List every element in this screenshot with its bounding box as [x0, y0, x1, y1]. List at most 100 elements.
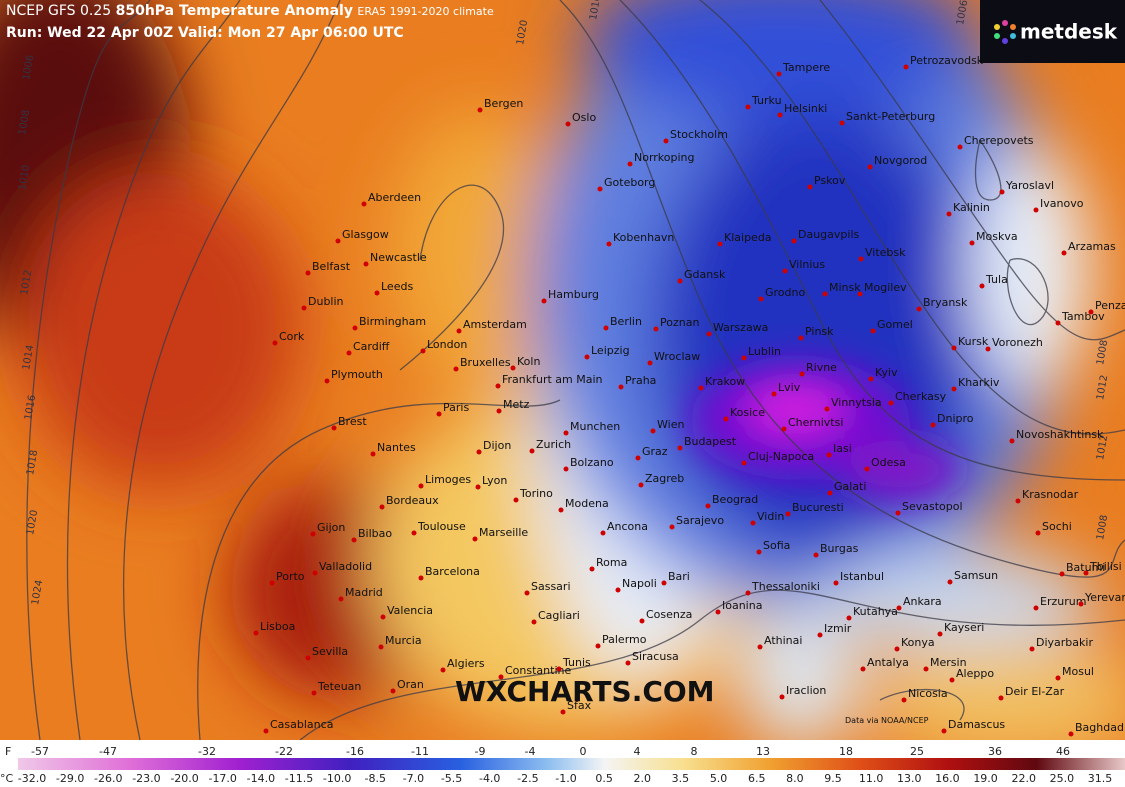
city-marker [418, 575, 424, 581]
city-marker [436, 411, 442, 417]
isobar-label: 1008 [17, 109, 32, 136]
city-marker [556, 666, 562, 672]
city-marker [894, 646, 900, 652]
city-label: Poznan [660, 316, 699, 329]
city-marker [839, 120, 845, 126]
city-label: Sarajevo [676, 514, 724, 527]
city-marker [827, 490, 833, 496]
fahrenheit-label: -4 [525, 745, 536, 758]
city-marker [618, 384, 624, 390]
celsius-label: 9.5 [824, 772, 842, 785]
map-field [0, 0, 1125, 740]
city-label: Bucuresti [792, 501, 844, 514]
city-label: Ancona [607, 520, 648, 533]
city-label: Diyarbakir [1036, 636, 1093, 649]
city-marker [781, 426, 787, 432]
city-label: Nantes [377, 441, 416, 454]
city-label: Mosul [1062, 665, 1094, 678]
city-label: Gomel [877, 318, 913, 331]
city-marker [541, 298, 547, 304]
logo-icon [994, 20, 1016, 44]
city-label: Kyiv [875, 366, 898, 379]
city-label: Birmingham [359, 315, 426, 328]
city-marker [370, 451, 376, 457]
city-marker [263, 728, 269, 734]
city-marker [305, 655, 311, 661]
city-marker [1078, 601, 1084, 607]
city-label: Vilnius [789, 258, 825, 271]
city-label: Burgas [820, 542, 859, 555]
city-marker [750, 520, 756, 526]
city-label: Grodno [765, 286, 805, 299]
city-marker [625, 660, 631, 666]
isobar-label: 1008 [1095, 514, 1110, 541]
city-label: Kutahya [853, 605, 898, 618]
city-label: Galati [834, 480, 866, 493]
city-marker [868, 376, 874, 382]
city-marker [998, 695, 1004, 701]
fahrenheit-label: 46 [1056, 745, 1070, 758]
city-label: Madrid [345, 586, 383, 599]
city-label: Chernivtsi [788, 416, 843, 429]
city-marker [822, 291, 828, 297]
isobar-label: 1018 [25, 449, 40, 476]
city-marker [817, 632, 823, 638]
city-label: Lublin [748, 345, 781, 358]
city-marker [951, 386, 957, 392]
city-marker [949, 677, 955, 683]
city-marker [705, 503, 711, 509]
celsius-label: 8.0 [786, 772, 804, 785]
header-title: NCEP GFS 0.25 850hPa Temperature Anomaly… [6, 3, 494, 19]
city-label: Thessaloniki [751, 580, 820, 593]
city-label: Mersin [930, 656, 967, 669]
city-marker [606, 241, 612, 247]
city-label: Valencia [387, 604, 433, 617]
city-marker [758, 296, 764, 302]
city-marker [756, 549, 762, 555]
city-marker [741, 355, 747, 361]
city-label: Rivne [806, 361, 837, 374]
city-marker [860, 666, 866, 672]
city-label: Sevilla [312, 645, 348, 658]
fahrenheit-label: -16 [346, 745, 364, 758]
city-marker [603, 325, 609, 331]
city-marker [597, 186, 603, 192]
celsius-label: 2.0 [634, 772, 652, 785]
city-marker [584, 354, 590, 360]
city-label: Munchen [570, 420, 620, 433]
city-label: Yerevan [1084, 591, 1125, 604]
city-label: Bordeaux [386, 494, 439, 507]
city-marker [420, 348, 426, 354]
city-label: Tbilisi [1089, 560, 1122, 573]
city-label: Oran [397, 678, 424, 691]
city-marker [867, 164, 873, 170]
city-marker [785, 511, 791, 517]
city-label: Gdansk [684, 268, 726, 281]
city-marker [272, 340, 278, 346]
city-marker [301, 305, 307, 311]
city-marker [864, 466, 870, 472]
city-label: Klaipeda [724, 231, 772, 244]
fahrenheit-label: 0 [580, 745, 587, 758]
isobar-label: 1010 [588, 0, 603, 21]
city-label: Cardiff [353, 340, 390, 353]
celsius-label: 5.0 [710, 772, 728, 785]
city-marker [363, 261, 369, 267]
city-label: Beograd [712, 493, 758, 506]
city-label: Daugavpils [798, 228, 860, 241]
city-label: Penza [1095, 299, 1125, 312]
city-label: Tampere [782, 61, 830, 74]
city-marker [563, 430, 569, 436]
city-label: Praha [625, 374, 656, 387]
city-label: Zurich [536, 438, 571, 451]
city-label: Sochi [1042, 520, 1072, 533]
city-marker [346, 350, 352, 356]
city-label: Hamburg [548, 288, 599, 301]
title-main: 850hPa Temperature Anomaly [116, 3, 353, 19]
city-marker [807, 184, 813, 190]
city-label: Novoshakhtinsk [1016, 428, 1104, 441]
city-marker [1055, 675, 1061, 681]
city-marker [930, 422, 936, 428]
